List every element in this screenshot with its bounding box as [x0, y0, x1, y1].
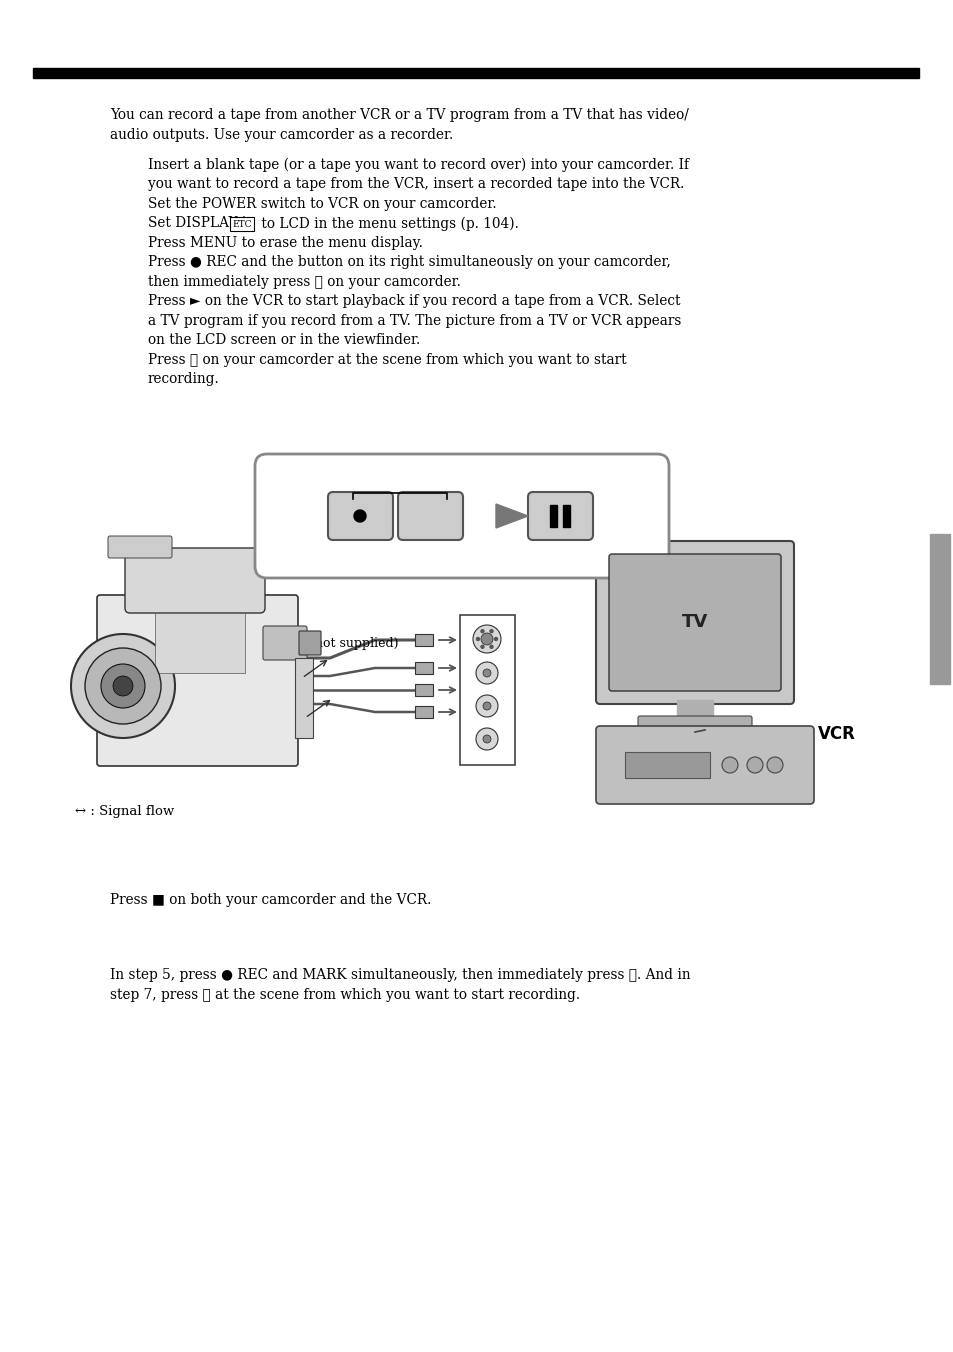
Bar [677, 700, 712, 721]
Circle shape [476, 662, 497, 684]
Text: Press ► on the VCR to start playback if you record a tape from a VCR. Select: Press ► on the VCR to start playback if … [148, 295, 679, 308]
Polygon shape [496, 504, 527, 529]
Bar [562, 506, 569, 527]
Circle shape [112, 676, 132, 696]
Circle shape [354, 510, 366, 522]
Bar [415, 706, 433, 718]
Text: Press MENU to erase the menu display.: Press MENU to erase the menu display. [148, 235, 422, 250]
FancyBboxPatch shape [596, 726, 813, 804]
Text: step 7, press ⏸ at the scene from which you want to start recording.: step 7, press ⏸ at the scene from which … [110, 987, 579, 1002]
Bar [459, 615, 515, 765]
Circle shape [85, 648, 161, 725]
Text: Press ⏸ on your camcorder at the scene from which you want to start: Press ⏸ on your camcorder at the scene f… [148, 353, 626, 366]
Text: ↔ : Signal flow: ↔ : Signal flow [75, 804, 174, 818]
Text: You can record a tape from another VCR or a TV program from a TV that has video/: You can record a tape from another VCR o… [110, 108, 688, 122]
Circle shape [476, 695, 497, 717]
Bar [415, 662, 433, 675]
Text: VCR: VCR [817, 725, 855, 744]
FancyBboxPatch shape [527, 492, 593, 539]
FancyBboxPatch shape [263, 626, 307, 660]
Circle shape [476, 727, 497, 750]
FancyBboxPatch shape [638, 717, 751, 734]
FancyBboxPatch shape [397, 492, 462, 539]
Text: audio outputs. Use your camcorder as a recorder.: audio outputs. Use your camcorder as a r… [110, 127, 453, 142]
Circle shape [721, 757, 738, 773]
Bar [415, 684, 433, 696]
Circle shape [480, 645, 483, 649]
Bar [624, 752, 709, 777]
FancyBboxPatch shape [97, 595, 297, 767]
FancyBboxPatch shape [608, 554, 781, 691]
Text: Set the POWER switch to VCR on your camcorder.: Set the POWER switch to VCR on your camc… [148, 197, 497, 211]
Circle shape [746, 757, 762, 773]
Circle shape [480, 630, 483, 633]
Text: on the LCD screen or in the viewfinder.: on the LCD screen or in the viewfinder. [148, 333, 420, 347]
Circle shape [476, 638, 479, 641]
Text: you want to record a tape from the VCR, insert a recorded tape into the VCR.: you want to record a tape from the VCR, … [148, 177, 683, 191]
Text: (not supplied): (not supplied) [310, 637, 398, 650]
Circle shape [490, 645, 493, 649]
Text: TV: TV [681, 612, 707, 631]
Bar [929, 534, 949, 684]
FancyBboxPatch shape [596, 541, 793, 704]
Text: to LCD in the menu settings (p. 104).: to LCD in the menu settings (p. 104). [256, 216, 518, 231]
Text: In step 5, press ● REC and MARK simultaneously, then immediately press ⏸. And in: In step 5, press ● REC and MARK simultan… [110, 968, 690, 982]
Circle shape [482, 702, 491, 710]
Circle shape [101, 664, 145, 708]
FancyBboxPatch shape [254, 454, 668, 579]
FancyBboxPatch shape [298, 631, 320, 654]
Circle shape [473, 625, 500, 653]
Text: Insert a blank tape (or a tape you want to record over) into your camcorder. If: Insert a blank tape (or a tape you want … [148, 158, 688, 172]
Bar [415, 634, 433, 646]
Bar [294, 658, 313, 738]
Text: a TV program if you record from a TV. The picture from a TV or VCR appears: a TV program if you record from a TV. Th… [148, 314, 680, 327]
Text: Press ■ on both your camcorder and the VCR.: Press ■ on both your camcorder and the V… [110, 894, 431, 907]
Circle shape [490, 630, 493, 633]
FancyBboxPatch shape [125, 548, 265, 612]
Circle shape [71, 634, 174, 738]
Bar [33, 68, 918, 78]
Text: then immediately press ⏸ on your camcorder.: then immediately press ⏸ on your camcord… [148, 274, 460, 289]
Text: Set DISPLAY in: Set DISPLAY in [148, 216, 259, 230]
FancyBboxPatch shape [108, 535, 172, 558]
Circle shape [480, 633, 493, 645]
Circle shape [482, 735, 491, 744]
Text: Press ● REC and the button on its right simultaneously on your camcorder,: Press ● REC and the button on its right … [148, 256, 670, 269]
Bar [154, 612, 245, 673]
Circle shape [766, 757, 782, 773]
Text: recording.: recording. [148, 372, 219, 387]
Circle shape [482, 669, 491, 677]
Text: ETC: ETC [232, 220, 252, 228]
FancyBboxPatch shape [328, 492, 393, 539]
Bar [550, 506, 557, 527]
Bar [230, 218, 253, 231]
Circle shape [494, 638, 497, 641]
